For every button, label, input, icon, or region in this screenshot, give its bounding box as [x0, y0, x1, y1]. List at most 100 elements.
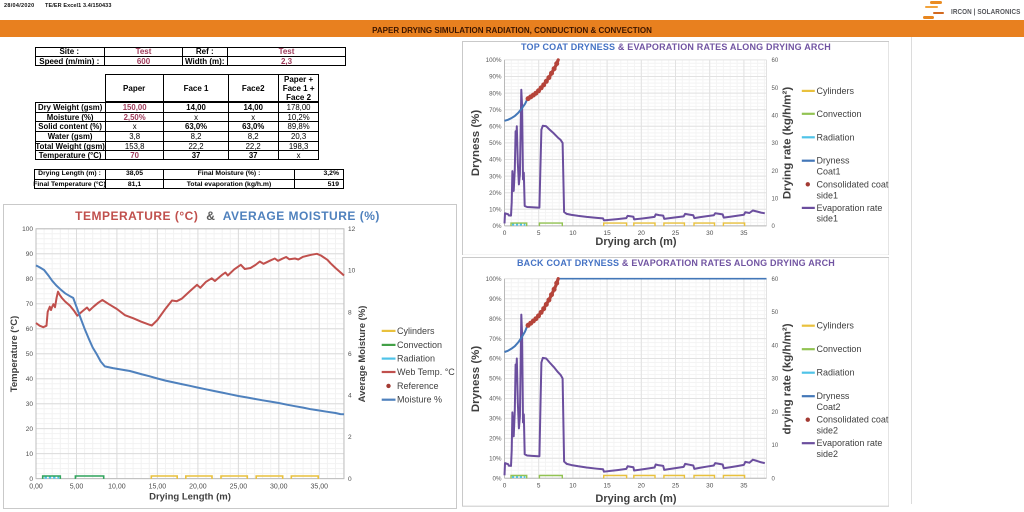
- svg-text:20: 20: [771, 410, 778, 416]
- svg-text:25: 25: [671, 230, 679, 237]
- svg-text:0: 0: [502, 230, 506, 237]
- svg-text:Dryness: Dryness: [816, 391, 849, 401]
- svg-text:40: 40: [771, 113, 778, 119]
- svg-text:Cylinders: Cylinders: [816, 86, 854, 96]
- svg-text:30: 30: [771, 377, 778, 383]
- svg-text:Average Moisture (%): Average Moisture (%): [357, 305, 368, 402]
- svg-text:0: 0: [29, 475, 33, 482]
- svg-text:30: 30: [706, 483, 714, 490]
- svg-text:20: 20: [637, 230, 645, 237]
- svg-text:Convection: Convection: [397, 339, 442, 349]
- svg-text:30: 30: [26, 400, 34, 407]
- svg-text:30%: 30%: [489, 416, 502, 423]
- svg-text:35: 35: [740, 483, 748, 490]
- svg-text:0,00: 0,00: [29, 483, 43, 490]
- svg-text:Coat1: Coat1: [816, 166, 840, 176]
- svg-text:side2: side2: [816, 449, 837, 459]
- svg-text:30: 30: [771, 141, 778, 147]
- svg-text:5,00: 5,00: [70, 483, 84, 490]
- svg-text:0: 0: [348, 475, 352, 482]
- svg-text:50%: 50%: [489, 376, 502, 383]
- svg-text:8: 8: [348, 309, 352, 316]
- svg-text:5: 5: [536, 483, 540, 490]
- svg-text:70: 70: [26, 300, 34, 307]
- svg-text:15: 15: [603, 230, 611, 237]
- svg-text:10: 10: [771, 196, 778, 202]
- svg-text:60%: 60%: [489, 123, 502, 130]
- svg-text:Drying Length (m): Drying Length (m): [149, 491, 231, 502]
- svg-text:15: 15: [603, 483, 611, 490]
- svg-text:60: 60: [26, 325, 34, 332]
- svg-text:side2: side2: [816, 426, 837, 436]
- svg-text:10: 10: [569, 230, 577, 237]
- svg-text:80: 80: [26, 276, 34, 283]
- svg-text:Consolidated coat: Consolidated coat: [816, 179, 888, 189]
- svg-text:Evaporation rate: Evaporation rate: [816, 203, 882, 213]
- svg-text:30: 30: [706, 230, 714, 237]
- svg-text:Dryness (%): Dryness (%): [470, 346, 482, 413]
- svg-text:100%: 100%: [485, 276, 501, 283]
- svg-text:40: 40: [26, 375, 34, 382]
- svg-text:20,00: 20,00: [189, 483, 207, 490]
- svg-text:Convection: Convection: [816, 344, 861, 354]
- svg-text:BACK COAT DRYNESS & EVAPORATIO: BACK COAT DRYNESS & EVAPORATION RATES AL…: [517, 258, 835, 268]
- svg-text:0%: 0%: [492, 476, 501, 483]
- svg-text:70%: 70%: [489, 336, 502, 343]
- svg-text:25: 25: [671, 483, 679, 490]
- svg-text:side1: side1: [816, 213, 837, 223]
- svg-text:Consolidated coat: Consolidated coat: [816, 415, 888, 425]
- svg-text:6: 6: [348, 350, 352, 357]
- svg-text:60: 60: [771, 58, 778, 64]
- svg-text:40: 40: [771, 344, 778, 350]
- svg-text:60%: 60%: [489, 356, 502, 363]
- svg-text:Radiation: Radiation: [816, 132, 854, 142]
- svg-text:90%: 90%: [489, 73, 502, 80]
- svg-text:Web Temp. °C: Web Temp. °C: [397, 367, 455, 377]
- svg-text:Drying arch (m): Drying arch (m): [595, 236, 677, 248]
- svg-text:12: 12: [348, 226, 356, 233]
- svg-text:Coat2: Coat2: [816, 402, 840, 412]
- svg-text:side1: side1: [816, 190, 837, 200]
- svg-text:TEMPERATURE (°C) & AVERAGE MOI: TEMPERATURE (°C) & AVERAGE MOISTURE (%): [75, 209, 380, 223]
- svg-text:35: 35: [740, 230, 748, 237]
- svg-text:TOP COAT DRYNESS & EVAPORATION: TOP COAT DRYNESS & EVAPORATION RATES ALO…: [521, 42, 831, 52]
- svg-text:100%: 100%: [485, 57, 501, 64]
- svg-text:Dryness (%): Dryness (%): [470, 109, 482, 176]
- svg-text:drying rate (kg/h/m²): drying rate (kg/h/m²): [781, 324, 793, 435]
- svg-text:Radiation: Radiation: [816, 368, 854, 378]
- svg-text:Drying rate (kg/h/m²): Drying rate (kg/h/m²): [781, 86, 793, 198]
- svg-text:20%: 20%: [489, 436, 502, 443]
- svg-text:Radiation: Radiation: [397, 353, 435, 363]
- svg-text:90: 90: [26, 251, 34, 258]
- svg-text:Drying arch (m): Drying arch (m): [595, 493, 677, 505]
- svg-text:2: 2: [348, 434, 352, 441]
- svg-text:10%: 10%: [489, 456, 502, 463]
- svg-text:15,00: 15,00: [149, 483, 167, 490]
- svg-text:20: 20: [771, 168, 778, 174]
- svg-text:10,00: 10,00: [108, 483, 126, 490]
- svg-text:40%: 40%: [489, 156, 502, 163]
- svg-text:20%: 20%: [489, 190, 502, 197]
- svg-text:Reference: Reference: [397, 380, 439, 390]
- svg-text:25,00: 25,00: [230, 483, 248, 490]
- svg-text:5: 5: [536, 230, 540, 237]
- svg-text:20: 20: [26, 425, 34, 432]
- svg-text:10: 10: [348, 267, 356, 274]
- svg-text:100: 100: [22, 226, 33, 233]
- svg-text:Evaporation rate: Evaporation rate: [816, 438, 882, 448]
- svg-text:50: 50: [771, 310, 778, 316]
- svg-text:50: 50: [26, 350, 34, 357]
- svg-text:4: 4: [348, 392, 352, 399]
- svg-text:10: 10: [771, 443, 778, 449]
- svg-text:0: 0: [771, 477, 775, 483]
- svg-text:80%: 80%: [489, 90, 502, 97]
- svg-text:0: 0: [502, 483, 506, 490]
- svg-text:Convection: Convection: [816, 108, 861, 118]
- svg-text:10%: 10%: [489, 206, 502, 213]
- svg-text:0: 0: [771, 224, 775, 230]
- svg-text:Cylinders: Cylinders: [397, 325, 435, 335]
- svg-text:Cylinders: Cylinders: [816, 321, 854, 331]
- svg-text:90%: 90%: [489, 296, 502, 303]
- svg-text:70%: 70%: [489, 107, 502, 114]
- svg-text:20: 20: [637, 483, 645, 490]
